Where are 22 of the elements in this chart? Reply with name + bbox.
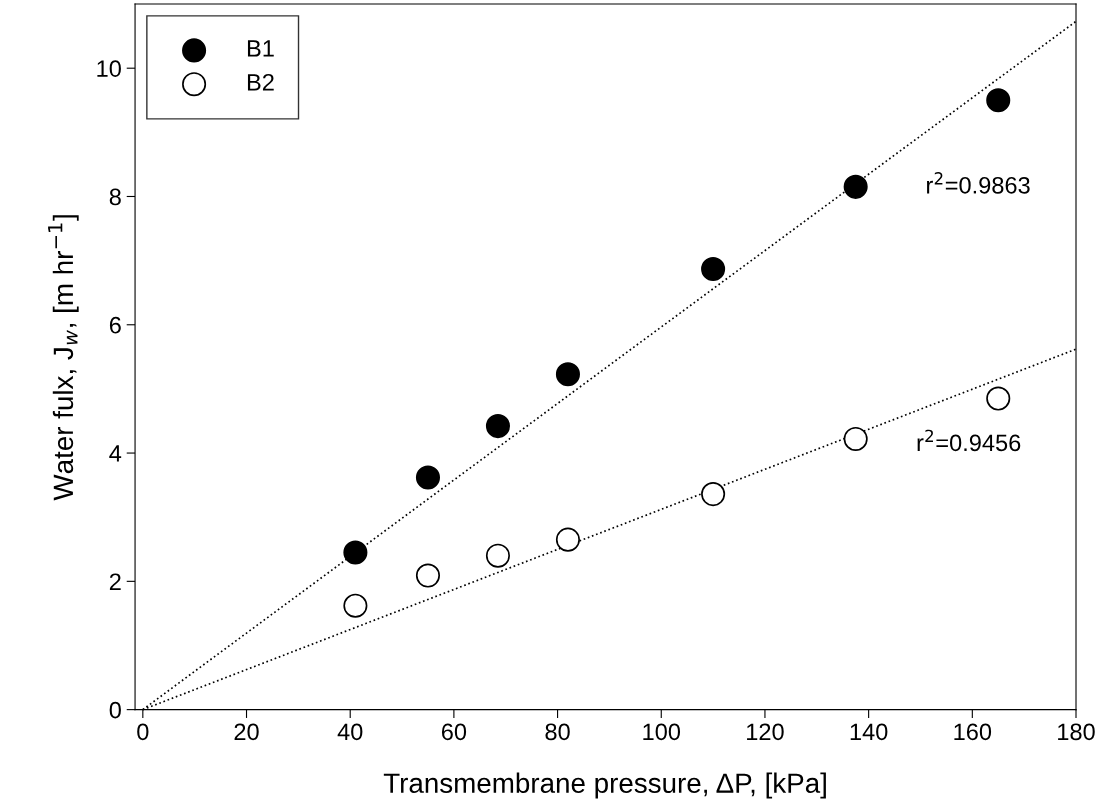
x-tick-label: 0: [137, 723, 149, 741]
x-tick-label: 100: [643, 723, 681, 741]
x-tick-label: 20: [234, 723, 259, 741]
x-tick-label: 140: [850, 723, 888, 741]
x-tick-label: 120: [747, 723, 784, 741]
annotation: r$^{2}$=0.9456: [917, 429, 1021, 452]
x-tick-label: 40: [337, 723, 363, 741]
y-tick-label: 8: [109, 188, 121, 206]
y-tick-label: 4: [109, 445, 122, 462]
x-tick-label: 60: [441, 723, 467, 741]
y-tick-label: 10: [97, 60, 121, 77]
x-axis-title: Transmembrane pressure, ΔP, [kPa]: [383, 772, 826, 799]
y-axis-title: Water fulx, J$_{w}$, [m hr$^{−1}$]: [48, 215, 79, 501]
x-tick-label: 160: [954, 723, 992, 741]
y-tick-label: 6: [109, 316, 121, 334]
annotation: r$^{2}$=0.9863: [927, 172, 1030, 194]
legend-label: B1: [247, 40, 274, 57]
legend-label: B2: [247, 73, 274, 91]
y-tick-label: 0: [109, 701, 121, 719]
y-tick-label: 2: [109, 573, 121, 590]
x-tick-label: 80: [545, 723, 570, 741]
x-tick-label: 180: [1058, 723, 1095, 741]
